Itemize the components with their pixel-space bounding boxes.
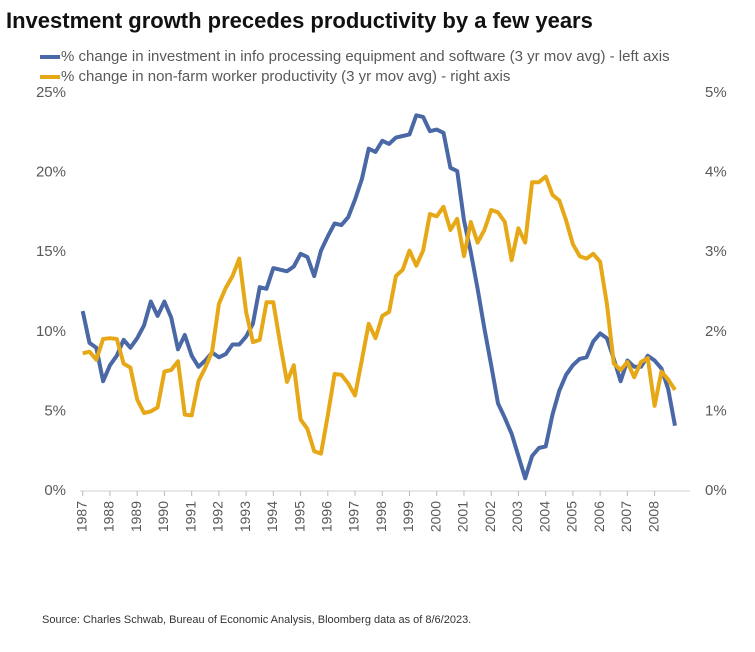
y2-tick-label: 2% (705, 323, 727, 340)
x-tick-label: 2006 (591, 501, 607, 532)
x-tick-label: 1990 (155, 501, 171, 532)
x-tick-label: 2003 (509, 501, 525, 532)
x-tick-label: 2001 (455, 501, 471, 532)
x-tick-label: 2002 (482, 501, 498, 532)
y2-tick-label: 5% (705, 84, 727, 101)
x-tick-label: 1995 (291, 501, 307, 532)
y2-tick-label: 1% (705, 402, 727, 419)
x-tick-label: 1998 (373, 501, 389, 532)
y-tick-label: 0% (44, 482, 66, 499)
series-line (80, 113, 677, 481)
x-tick-label: 1994 (264, 501, 280, 532)
x-tick-label: 1988 (101, 501, 117, 532)
x-tick-label: 1999 (400, 501, 416, 532)
x-tick-label: 1989 (128, 501, 144, 532)
series-line (82, 174, 677, 456)
y-tick-label: 15% (36, 243, 66, 260)
x-tick-label: 2007 (618, 501, 634, 532)
x-tick-label: 1987 (73, 501, 89, 532)
y-tick-label: 5% (44, 402, 66, 419)
x-tick-label: 1996 (319, 501, 335, 532)
x-tick-label: 1991 (182, 501, 198, 532)
chart-title: Investment growth precedes productivity … (6, 8, 593, 33)
legend-label: % change in investment in info processin… (61, 48, 670, 65)
y2-tick-label: 4% (705, 164, 727, 181)
source-note: Source: Charles Schwab, Bureau of Econom… (42, 614, 471, 626)
y-tick-label: 10% (36, 323, 66, 340)
legend-label: % change in non-farm worker productivity… (61, 68, 510, 85)
x-tick-label: 2005 (564, 501, 580, 532)
x-tick-label: 2004 (536, 501, 552, 532)
x-tick-label: 2000 (427, 501, 443, 532)
y2-tick-label: 0% (705, 482, 727, 499)
y-tick-label: 25% (36, 84, 66, 101)
x-tick-label: 1993 (237, 501, 253, 532)
x-tick-label: 1992 (210, 501, 226, 532)
y-tick-label: 20% (36, 164, 66, 181)
x-tick-label: 1997 (346, 501, 362, 532)
y2-tick-label: 3% (705, 243, 727, 260)
x-tick-label: 2008 (645, 501, 661, 532)
